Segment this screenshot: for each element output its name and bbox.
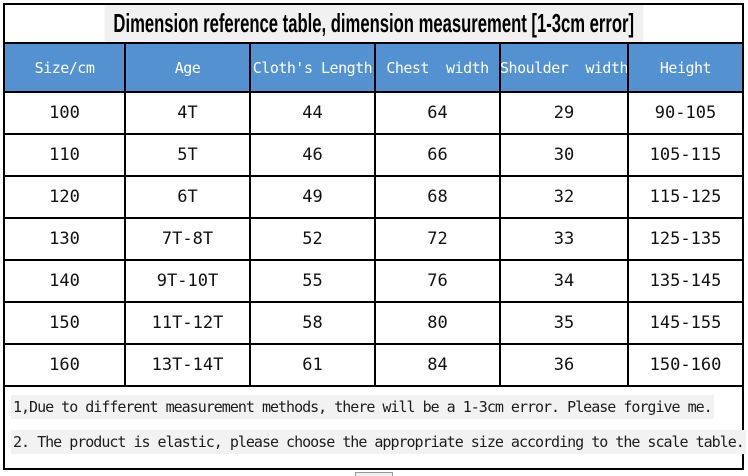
table-row: 100 4T 44 64 29 90-105 <box>5 93 742 135</box>
table-cell: 100 <box>49 103 80 123</box>
table-cell: 49 <box>249 177 374 217</box>
header-cell-age: Age <box>124 44 249 91</box>
table-header-row: Size/cm Age Cloth's Length Chest width S… <box>5 44 742 93</box>
header-cell-length: Cloth's Length <box>249 44 374 91</box>
table-cell: 4T <box>124 93 249 133</box>
footnote-2-text: 2. The product is elastic, please choose… <box>11 430 746 454</box>
cropped-ui-fragment <box>355 472 393 476</box>
footnotes-section: 1,Due to different measurement methods, … <box>5 387 746 468</box>
table-cell: 5T <box>124 135 249 175</box>
table-cell: 52 <box>249 219 374 259</box>
table-cell: 29 <box>499 93 627 133</box>
table-cell: 76 <box>374 261 499 301</box>
table-cell: 68 <box>374 177 499 217</box>
table-cell: 44 <box>249 93 374 133</box>
table-row: 130 7T-8T 52 72 33 125-135 <box>5 219 742 261</box>
table-cell: 90-105 <box>627 93 742 133</box>
table-cell: 61 <box>249 345 374 385</box>
table-cell: 7T-8T <box>124 219 249 259</box>
table-cell: 160 <box>49 355 80 375</box>
table-cell: 6T <box>124 177 249 217</box>
table-cell: 58 <box>249 303 374 343</box>
table-cell: 46 <box>249 135 374 175</box>
footnote-2: 2. The product is elastic, please choose… <box>11 429 746 455</box>
table-cell: 55 <box>249 261 374 301</box>
table-cell: 145-155 <box>627 303 742 343</box>
table-row: 150 11T-12T 58 80 35 145-155 <box>5 303 742 345</box>
table-cell: 140 <box>49 271 80 291</box>
table-cell: 135-145 <box>627 261 742 301</box>
header-cell-chest: Chest width <box>374 44 499 91</box>
table-cell: 115-125 <box>627 177 742 217</box>
table-cell: 64 <box>374 93 499 133</box>
table-cell: 80 <box>374 303 499 343</box>
table-cell: 13T-14T <box>124 345 249 385</box>
table-cell: 66 <box>374 135 499 175</box>
footnote-1: 1,Due to different measurement methods, … <box>11 394 736 420</box>
table-row: 110 5T 46 66 30 105-115 <box>5 135 742 177</box>
header-cell-shoulder: Shoulder width <box>499 44 627 91</box>
table-cell: 11T-12T <box>124 303 249 343</box>
table-cell: 110 <box>49 145 80 165</box>
table-cell: 105-115 <box>627 135 742 175</box>
table-cell: 32 <box>499 177 627 217</box>
table-row: 140 9T-10T 55 76 34 135-145 <box>5 261 742 303</box>
table-cell: 34 <box>499 261 627 301</box>
table-cell: 36 <box>499 345 627 385</box>
table-cell: 84 <box>374 345 499 385</box>
table-title-row: Dimension reference table, dimension mea… <box>5 5 742 44</box>
table-cell: 35 <box>499 303 627 343</box>
table-cell: 72 <box>374 219 499 259</box>
table-cell: 150 <box>49 313 80 333</box>
header-cell-size: Size/cm <box>34 58 95 77</box>
table-cell: 9T-10T <box>124 261 249 301</box>
table-cell: 120 <box>49 187 80 207</box>
table-row: 120 6T 49 68 32 115-125 <box>5 177 742 219</box>
table-row: 160 13T-14T 61 84 36 150-160 <box>5 345 742 387</box>
table-cell: 150-160 <box>627 345 742 385</box>
table-cell: 130 <box>49 229 80 249</box>
header-cell-height: Height <box>627 44 742 91</box>
footnote-1-text: 1,Due to different measurement methods, … <box>11 395 714 419</box>
table-cell: 30 <box>499 135 627 175</box>
table-cell: 125-135 <box>627 219 742 259</box>
table-title: Dimension reference table, dimension mea… <box>104 5 643 42</box>
table-cell: 33 <box>499 219 627 259</box>
dimension-table: Dimension reference table, dimension mea… <box>3 3 746 470</box>
